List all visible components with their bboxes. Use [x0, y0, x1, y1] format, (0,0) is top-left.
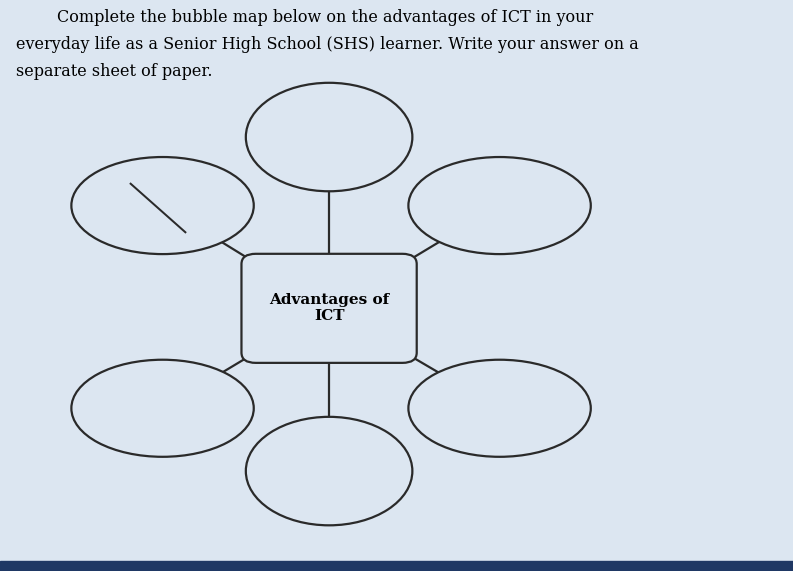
- Ellipse shape: [408, 360, 591, 457]
- Ellipse shape: [408, 157, 591, 254]
- Ellipse shape: [246, 83, 412, 191]
- Text: separate sheet of paper.: separate sheet of paper.: [16, 63, 213, 81]
- Ellipse shape: [71, 157, 254, 254]
- Ellipse shape: [246, 417, 412, 525]
- FancyBboxPatch shape: [241, 254, 417, 363]
- Text: everyday life as a Senior High School (SHS) learner. Write your answer on a: everyday life as a Senior High School (S…: [16, 36, 638, 53]
- Text: Advantages of
ICT: Advantages of ICT: [269, 293, 389, 323]
- Ellipse shape: [71, 360, 254, 457]
- Text: Complete the bubble map below on the advantages of ICT in your: Complete the bubble map below on the adv…: [16, 9, 593, 26]
